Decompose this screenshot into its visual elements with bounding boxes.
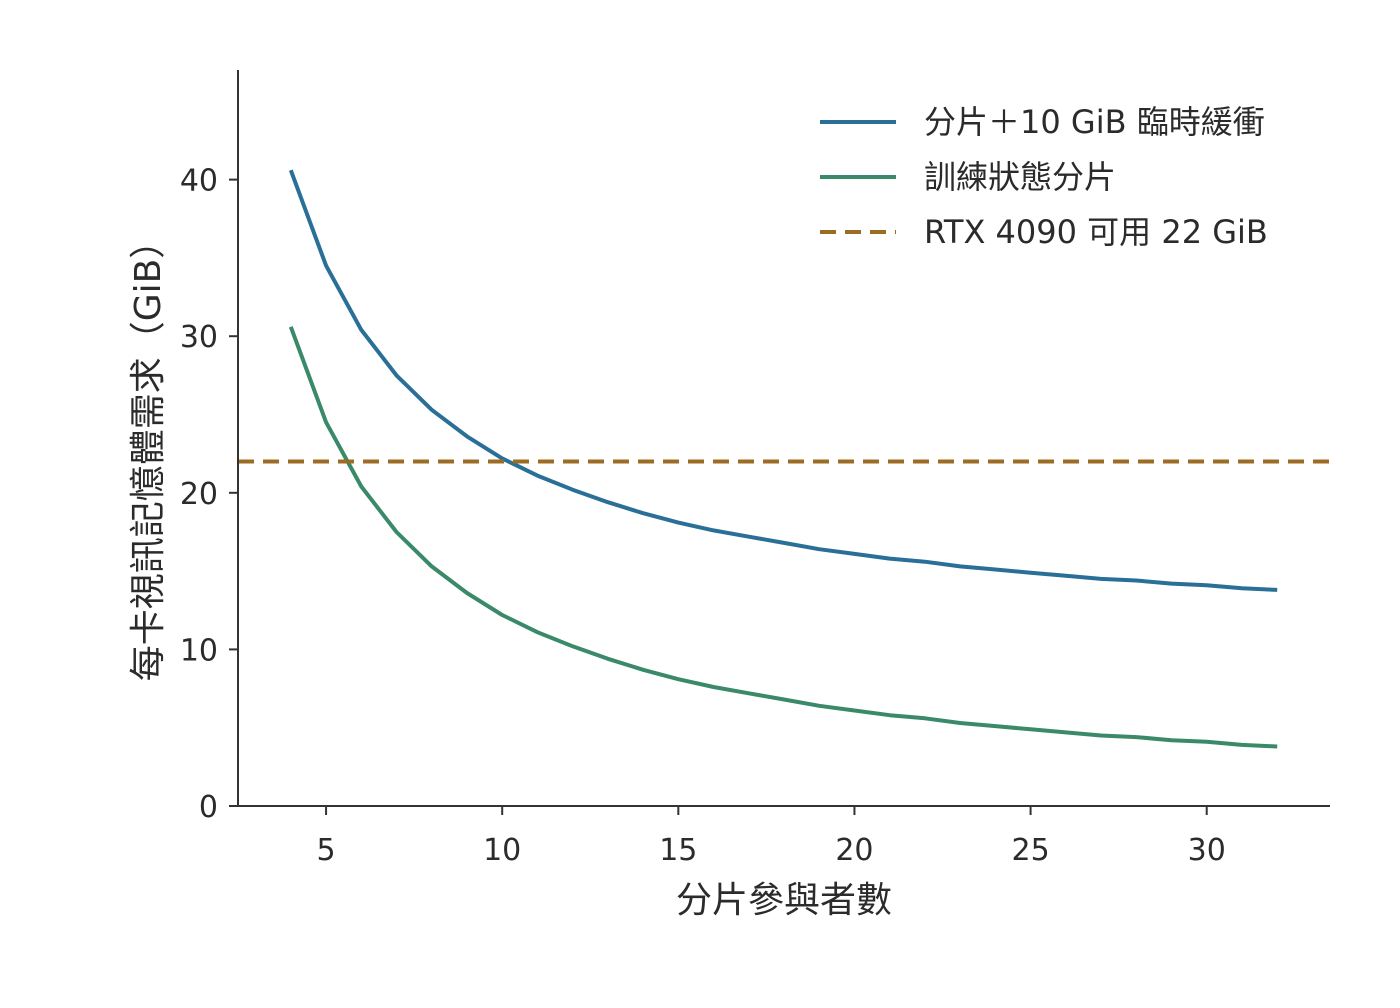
y-tick-label: 10 xyxy=(180,633,218,668)
x-axis-label: 分片參與者數 xyxy=(676,880,892,921)
legend-label-1: 訓練狀態分片 xyxy=(924,158,1116,196)
y-tick-label: 40 xyxy=(180,164,218,199)
x-tick-label: 15 xyxy=(659,833,697,868)
axes xyxy=(237,70,1330,807)
y-tick-label: 20 xyxy=(180,477,218,512)
y-tick-label: 0 xyxy=(199,790,218,825)
series-line-0 xyxy=(288,169,1278,592)
x-ticks: 5 10 15 20 25 30 xyxy=(317,806,1226,868)
x-tick-label: 5 xyxy=(317,833,336,868)
x-tick-label: 20 xyxy=(835,833,873,868)
plot-area xyxy=(238,169,1330,749)
x-tick-label: 25 xyxy=(1011,833,1049,868)
y-ticks: 0 10 20 30 40 xyxy=(180,164,238,825)
x-tick-label: 10 xyxy=(483,833,521,868)
x-tick-label: 30 xyxy=(1188,833,1226,868)
legend-label-2: RTX 4090 可用 22 GiB xyxy=(924,213,1268,251)
series-line-1 xyxy=(288,326,1278,749)
y-tick-label: 30 xyxy=(180,320,218,355)
y-axis-label: 每卡視訊記憶體需求（GiB） xyxy=(128,223,169,682)
legend-label-0: 分片＋10 GiB 臨時緩衝 xyxy=(924,103,1265,141)
